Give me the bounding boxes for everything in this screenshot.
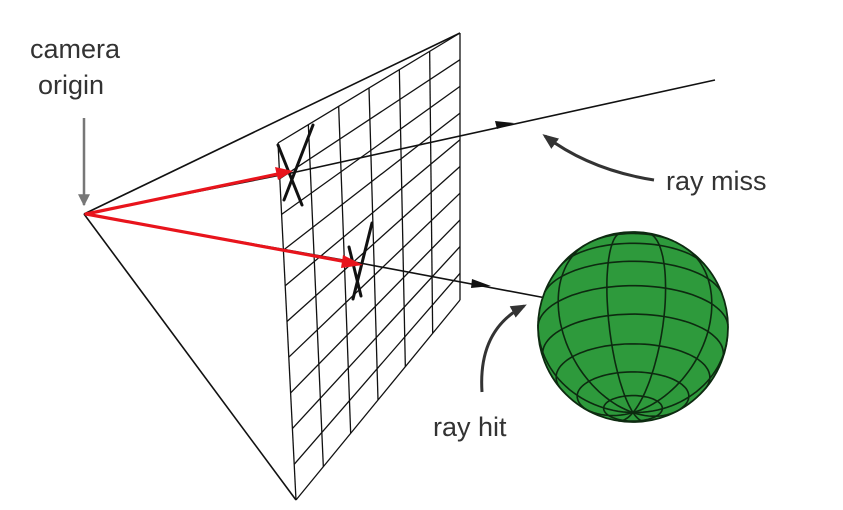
grid-row-line [279, 59, 461, 180]
primary-ray-hit-arrowhead [341, 255, 363, 268]
grid-row-line [277, 32, 461, 144]
grid-row-line [283, 112, 461, 251]
target-sphere [537, 231, 729, 423]
ray-miss-label: ray miss [666, 166, 767, 196]
frustum-edge-top [83, 32, 461, 215]
hit-ray-direction-arrow [471, 279, 491, 288]
sphere-latitude-line [537, 284, 729, 327]
primary-rays [84, 172, 344, 263]
sphere-longitude-line [557, 243, 634, 414]
sphere-latitude-line [541, 313, 725, 360]
primary-ray-hit [84, 212, 344, 263]
sphere-latitude-line [544, 260, 723, 295]
frustum-edge-bottom [83, 213, 297, 501]
grid-row-line [284, 139, 461, 287]
primary-ray-miss-arrowhead [275, 167, 293, 180]
view-frustum [83, 32, 461, 501]
grid-row-line [286, 166, 461, 322]
grid-row-line [290, 219, 461, 394]
grid-row-line [295, 299, 461, 501]
ray-miss-pointer-arrow [542, 134, 655, 182]
camera-origin-label-line1: camera [30, 34, 121, 64]
grid-row-line [293, 272, 461, 465]
pixel-marks [276, 123, 374, 301]
miss-pixel-x-mark [276, 123, 315, 207]
hit-pixel-x-mark [347, 221, 374, 301]
ray-hit-pointer-arrow [480, 304, 527, 393]
sphere-longitude-line [583, 407, 634, 417]
sphere-longitude-line [632, 410, 678, 417]
sphere-latitude-line [576, 371, 690, 413]
grid-row-line [288, 192, 461, 358]
camera-origin-label-line2: origin [38, 70, 104, 100]
hit-ray-segment [359, 262, 547, 299]
sphere-mesh [537, 231, 729, 423]
sphere-latitude-line [591, 232, 674, 243]
sphere-longitude-line [606, 231, 634, 413]
primary-ray-miss [84, 172, 280, 216]
miss-ray-direction-arrow [495, 121, 514, 129]
ray-hit-label: ray hit [433, 412, 507, 442]
sphere-longitude-line [633, 337, 729, 414]
sphere-longitude-line [537, 320, 634, 414]
sphere-longitude-line [632, 232, 667, 414]
sphere-longitude-line [632, 412, 644, 423]
image-plane-grid [277, 32, 461, 501]
sphere-longitude-line [618, 411, 634, 422]
sphere-longitude-line [632, 247, 713, 414]
grid-row-line [281, 85, 461, 215]
